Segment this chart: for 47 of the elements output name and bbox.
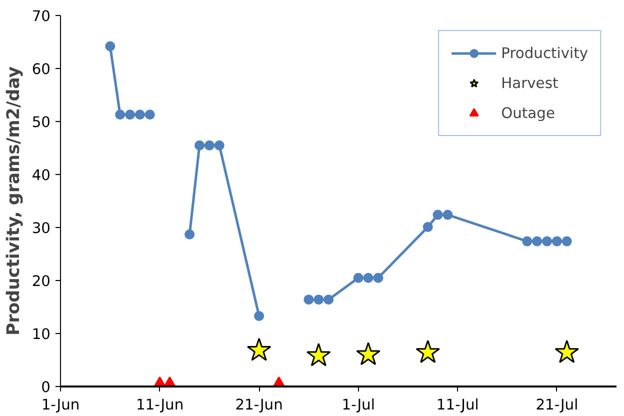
point: [214, 140, 224, 150]
point: [105, 41, 116, 52]
x-tick-label: 21-Jun: [235, 396, 283, 414]
point: [542, 236, 552, 246]
x-tick-label: 1-Jun: [41, 396, 80, 414]
y-tick-label: 0: [41, 379, 51, 396]
point: [254, 311, 264, 321]
point: [356, 342, 380, 366]
x-tick-label: 21-Jul: [536, 396, 578, 414]
x-tick-label: 11-Jul: [436, 396, 479, 414]
point: [373, 272, 384, 283]
x-tick-label: 1-Jul: [342, 396, 375, 414]
y-tick-label: 40: [32, 167, 51, 184]
point: [562, 236, 572, 246]
point: [134, 110, 145, 120]
y-tick-label: 60: [32, 61, 51, 78]
point: [115, 110, 126, 120]
point: [204, 140, 214, 150]
y-tick-label: 10: [32, 326, 51, 343]
y-axis-title: Productivity, grams/m2/day: [4, 66, 24, 336]
point: [522, 236, 532, 246]
y-tick-label: 30: [32, 220, 51, 237]
point: [246, 338, 272, 361]
legend-label: Productivity: [501, 44, 588, 62]
legend-label: Outage: [501, 104, 555, 122]
point: [532, 236, 542, 246]
point: [442, 210, 453, 220]
point: [194, 140, 204, 150]
y-tick-label: 20: [32, 273, 51, 290]
point: [416, 340, 440, 364]
legend-label: Harvest: [501, 74, 558, 92]
x-tick-label: 11-Jun: [136, 396, 184, 414]
y-tick-label: 70: [32, 8, 51, 25]
point: [363, 272, 374, 283]
y-tick-label: 50: [32, 114, 51, 131]
point: [324, 294, 334, 305]
point: [353, 272, 364, 283]
point: [422, 222, 433, 232]
point: [125, 110, 135, 120]
point: [552, 236, 562, 246]
point: [314, 294, 324, 305]
point: [184, 229, 195, 240]
point: [306, 343, 331, 366]
point: [554, 340, 580, 364]
point: [304, 294, 314, 305]
point: [144, 110, 155, 120]
point: [432, 210, 443, 220]
